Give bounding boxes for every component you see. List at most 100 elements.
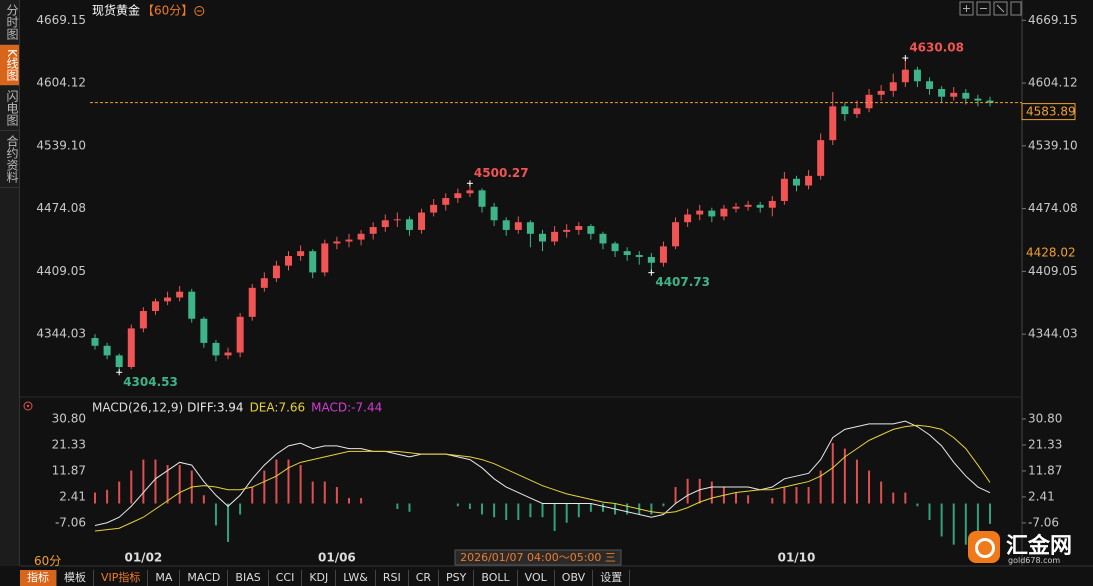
candle-body	[526, 222, 534, 234]
candle-body	[176, 291, 184, 298]
sidebar-tab[interactable]: 合约资料	[0, 131, 19, 188]
candle-body	[599, 233, 607, 244]
candle-body	[127, 328, 135, 368]
candle-body	[212, 342, 220, 356]
sidebar: 分时图 K线图 闪电图 合约资料	[0, 0, 20, 566]
toolbar-item[interactable]: VOL	[518, 570, 555, 586]
candle-body	[454, 193, 462, 199]
legend-name: DIFF:	[187, 401, 217, 415]
indicator-toolbar: 指标 模板 VIP指标 MA MACD BIAS CCI KDJ LW& RSI CR PSY BOLL…	[20, 570, 631, 586]
candle-body	[514, 222, 522, 230]
candle-body	[297, 251, 305, 256]
y-tick-label-left: 2.41	[59, 489, 86, 503]
y-tick-label-left: 4474.08	[36, 201, 86, 215]
candle-body	[405, 219, 413, 230]
collapse-icon[interactable]	[194, 6, 205, 16]
sidebar-tab[interactable]: 分时图	[0, 0, 19, 45]
candle-body	[720, 208, 728, 217]
candle-body	[817, 140, 825, 176]
y-tick-label-right: 21.33	[1028, 437, 1062, 451]
toolbar-item[interactable]: RSI	[376, 570, 409, 586]
candle-body	[151, 301, 159, 312]
sidebar-tab[interactable]: 闪电图	[0, 86, 19, 131]
y-tick-label-right: 11.87	[1028, 463, 1062, 477]
y-tick-label-left: 4604.12	[36, 76, 86, 90]
candle-body	[962, 92, 970, 99]
toolbar-item[interactable]: LW&	[336, 570, 376, 586]
candle-body	[913, 69, 921, 82]
extreme-label: 4407.73	[655, 275, 710, 289]
y-tick-label-left: 4344.03	[36, 327, 86, 341]
logo: 汇金网 gold678.com	[968, 528, 1088, 568]
toolbar-item[interactable]: VIP指标	[94, 570, 149, 586]
toolbar-item[interactable]: KDJ	[302, 570, 337, 586]
legend-value: 3.94	[217, 401, 244, 415]
toolbar-item[interactable]: MA	[148, 570, 181, 586]
candle-body	[950, 92, 958, 97]
toolbar-item[interactable]: PSY	[439, 570, 475, 586]
candle-body	[563, 229, 571, 232]
toolbar-item[interactable]: BIAS	[228, 570, 269, 586]
candle-body	[756, 204, 764, 208]
last-price-label: 4583.89	[1026, 105, 1076, 119]
candle-body	[430, 204, 438, 213]
x-tick-label: 01/10	[778, 551, 816, 565]
candle-body	[865, 94, 873, 109]
candle-body	[938, 88, 946, 97]
toolbar-item[interactable]: CR	[409, 570, 440, 586]
candle-body	[466, 190, 474, 194]
logo-icon	[968, 531, 1000, 563]
candle-body	[272, 265, 280, 279]
candle-body	[442, 198, 450, 205]
period-label: 60分	[34, 554, 62, 568]
toolbar-item[interactable]: MACD	[180, 570, 229, 586]
candle-body	[986, 100, 994, 103]
window-controls[interactable]	[959, 1, 1022, 16]
chart-title: 现货黄金	[92, 3, 140, 18]
candle-body	[901, 69, 909, 83]
candle-body	[164, 297, 172, 302]
candle-body	[139, 311, 147, 329]
candle-body	[744, 204, 752, 207]
candle-body	[103, 345, 111, 356]
toolbar-item[interactable]: 模板	[57, 570, 94, 586]
y-tick-label-right: 2.41	[1028, 489, 1055, 503]
legend-value: -7.44	[351, 401, 382, 415]
crosshair-time: 2026/01/07 04:00～05:00 三	[460, 551, 616, 564]
target-icon	[23, 401, 33, 411]
toolbar-item[interactable]: BOLL	[474, 570, 518, 586]
candle-body	[478, 190, 486, 207]
toolbar-item[interactable]: CCI	[269, 570, 303, 586]
logo-name: 汇金网	[1006, 534, 1073, 559]
candle-body	[381, 220, 389, 228]
candle-body	[684, 214, 692, 223]
y-tick-label-right: 4669.15	[1028, 13, 1078, 27]
toolbar-item[interactable]: OBV	[555, 570, 594, 586]
candle-body	[792, 178, 800, 186]
macd-line	[94, 420, 991, 526]
candle-body	[200, 318, 208, 343]
candle-body	[768, 200, 776, 208]
candle-body	[635, 255, 643, 257]
candle-body	[260, 278, 268, 288]
candle-body	[345, 239, 353, 242]
candle-body	[357, 233, 365, 240]
reference-level-box	[1023, 246, 1073, 261]
candle-body	[587, 226, 595, 234]
toolbar-item[interactable]: 指标	[20, 570, 57, 586]
toolbar-item[interactable]: 设置	[593, 570, 631, 586]
logo-site: gold678.com	[1008, 556, 1061, 565]
legend-name: DEA:	[250, 401, 279, 415]
candle-body	[926, 81, 934, 89]
candle-body	[623, 251, 631, 256]
candle-body	[805, 175, 813, 186]
y-tick-label-left: 21.33	[52, 437, 86, 451]
chart-period: 【60分】	[142, 4, 193, 18]
candle-body	[393, 219, 401, 221]
indicator-title: MACD(26,12,9)	[92, 401, 183, 415]
last-price-box	[1021, 103, 1076, 121]
sidebar-tab[interactable]: K线图	[0, 45, 19, 86]
y-tick-label-right: 4539.10	[1028, 138, 1078, 152]
y-tick-label-right: 4344.03	[1028, 327, 1078, 341]
